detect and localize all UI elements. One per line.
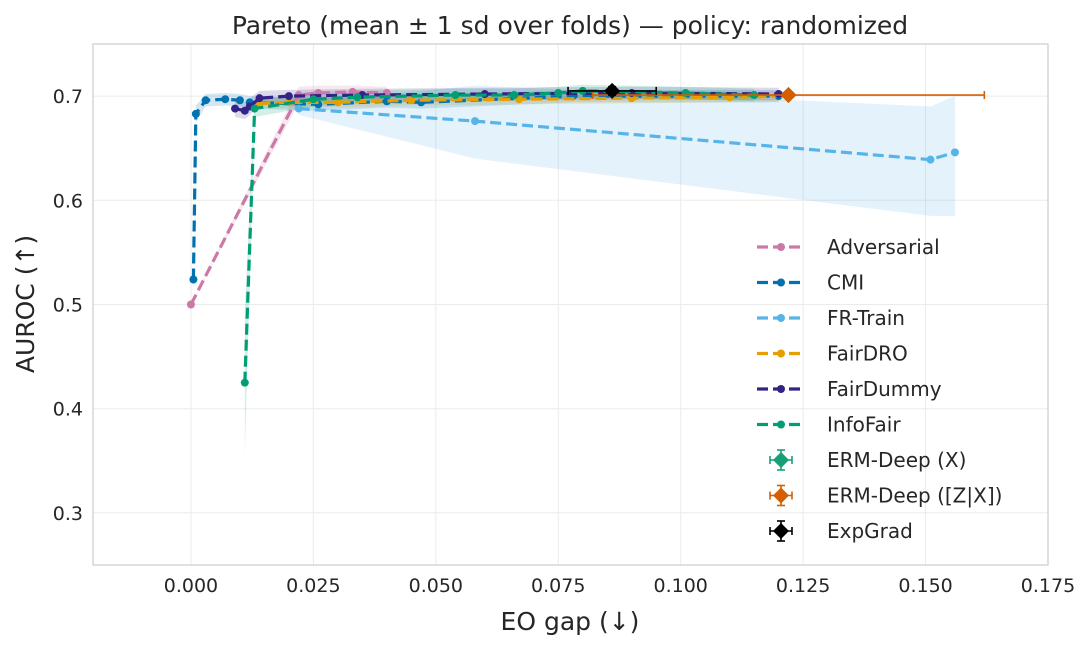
data-point [221,95,230,104]
legend-label: FairDummy [827,377,942,401]
diamond-marker [773,452,789,468]
y-tick-label: 0.4 [53,399,83,421]
data-point [235,96,244,105]
legend-label: ERM-Deep (X) [827,448,966,472]
legend-marker [769,449,793,471]
diamond-marker [780,87,797,104]
diamond-marker [773,523,789,539]
series-line [298,107,956,162]
data-point [926,155,935,164]
data-point [309,95,318,104]
data-point [250,104,259,113]
reference-point [567,82,658,99]
legend-label: ERM-Deep ([Z|X]) [827,484,1002,508]
series-line [243,89,755,383]
legend-label: FR-Train [827,306,905,330]
legend-marker [769,520,793,542]
legend-label: ExpGrad [827,519,913,543]
data-point [189,275,198,284]
legend: Adversarial CMI FR-Train FairDRO FairDummy In… [757,235,1002,543]
x-axis-label: EO gap (↓) [501,607,640,636]
chart-title: Pareto (mean ± 1 sd over folds) — policy… [232,11,908,40]
data-point [191,109,200,118]
legend-marker [769,484,793,507]
x-tick-label: 0.150 [898,575,952,597]
data-point [510,91,519,100]
data-point [407,96,416,105]
data-point [554,88,563,97]
y-axis-label: AUROC (↑) [11,235,40,373]
data-point [353,93,362,102]
legend-marker [777,243,785,251]
data-point [201,96,210,105]
diamond-marker [773,487,789,504]
legend-entry: Adversarial [757,235,940,259]
legend-marker [777,278,785,287]
x-tick-label: 0.075 [531,575,585,597]
data-point [186,300,195,309]
x-tick-label: 0.125 [776,575,830,597]
legend-entry: ERM-Deep (X) [769,448,966,472]
x-tick-labels: 0.000 0.025 0.050 0.075 0.100 0.125 0.150 0.175 [164,575,1075,597]
data-point [284,92,293,101]
data-point [774,90,783,99]
legend-marker [777,420,785,429]
data-point [255,94,264,103]
reference-points [567,82,986,104]
legend-marker [777,385,785,393]
data-point [231,104,240,113]
diamond-marker [604,82,621,99]
legend-marker [777,349,785,358]
y-tick-label: 0.3 [53,503,83,525]
legend-label: FairDRO [827,342,908,366]
y-tick-label: 0.7 [53,86,83,108]
data-point [240,378,249,387]
error-band [298,85,955,216]
data-point [471,117,479,126]
x-tick-label: 0.025 [286,575,340,597]
data-point [294,104,303,113]
data-point [333,98,342,107]
y-tick-label: 0.6 [53,190,83,212]
legend-entry: FairDummy [757,377,942,401]
legend-entry: CMI [757,271,864,295]
data-point [950,148,959,157]
legend-entry: ExpGrad [769,519,913,543]
legend-label: Adversarial [827,235,940,259]
legend-entry: InfoFair [757,413,901,437]
series-line [259,94,789,105]
reference-point [591,87,986,104]
x-tick-label: 0.100 [653,575,707,597]
y-tick-labels: 0.3 0.4 0.5 0.6 0.7 [53,86,83,525]
y-tick-label: 0.5 [53,295,83,317]
data-point [451,91,460,100]
legend-entry: ERM-Deep ([Z|X]) [769,484,1002,508]
legend-label: CMI [827,271,864,295]
plot-frame [92,43,1049,566]
x-tick-label: 0.175 [1021,575,1075,597]
series-lines [186,86,959,387]
x-tick-label: 0.000 [164,575,218,597]
legend-entry: FairDRO [757,342,908,366]
legend-label: InfoFair [827,413,901,437]
legend-entry: FR-Train [757,306,905,330]
x-tick-label: 0.050 [409,575,463,597]
legend-marker [777,314,785,322]
